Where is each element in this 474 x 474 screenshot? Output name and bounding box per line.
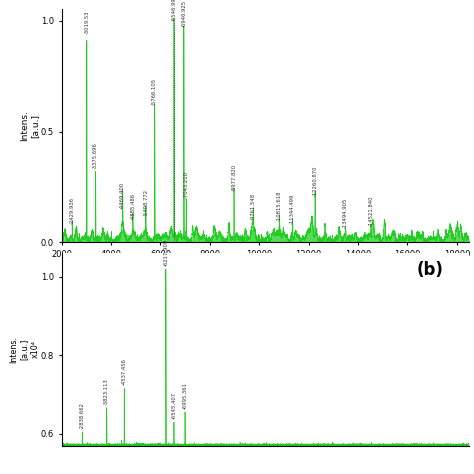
Text: -4537.456: -4537.456 [122, 358, 127, 385]
Text: -6217.909: -6217.909 [164, 238, 168, 265]
Text: -6546.997: -6546.997 [172, 0, 176, 20]
Text: -9761.548: -9761.548 [251, 193, 256, 220]
Text: -3823.113: -3823.113 [104, 378, 109, 405]
Text: -5408.772: -5408.772 [143, 189, 148, 216]
Text: -6995.361: -6995.361 [182, 382, 188, 409]
Text: -4885.486: -4885.486 [130, 193, 136, 220]
Text: -2838.662: -2838.662 [80, 401, 85, 428]
Text: -6946.925: -6946.925 [182, 0, 186, 27]
Text: (b): (b) [416, 261, 443, 279]
Text: -13494.905: -13494.905 [343, 198, 348, 228]
Text: -6545.407: -6545.407 [172, 392, 176, 419]
Text: -7043.210: -7043.210 [184, 171, 189, 198]
Text: -8977.820: -8977.820 [231, 164, 237, 191]
Text: -4469.400: -4469.400 [120, 182, 125, 209]
Bar [62, 445, 469, 446]
Y-axis label: Intens.
[a.u.]
x10⁴: Intens. [a.u.] x10⁴ [9, 336, 39, 363]
Text: -12260.870: -12260.870 [313, 165, 318, 196]
Text: -10815.618: -10815.618 [277, 191, 282, 221]
Text: -2429.936: -2429.936 [70, 197, 75, 224]
Text: -5766.105: -5766.105 [152, 78, 157, 105]
Text: -3019.53: -3019.53 [84, 10, 89, 34]
X-axis label: m/z: m/z [256, 264, 274, 274]
Text: -11344.499: -11344.499 [290, 193, 295, 224]
Text: -3375.696: -3375.696 [93, 142, 98, 169]
Y-axis label: Intens.
[a.u.]: Intens. [a.u.] [20, 110, 39, 141]
Text: -14521.840: -14521.840 [368, 195, 374, 226]
